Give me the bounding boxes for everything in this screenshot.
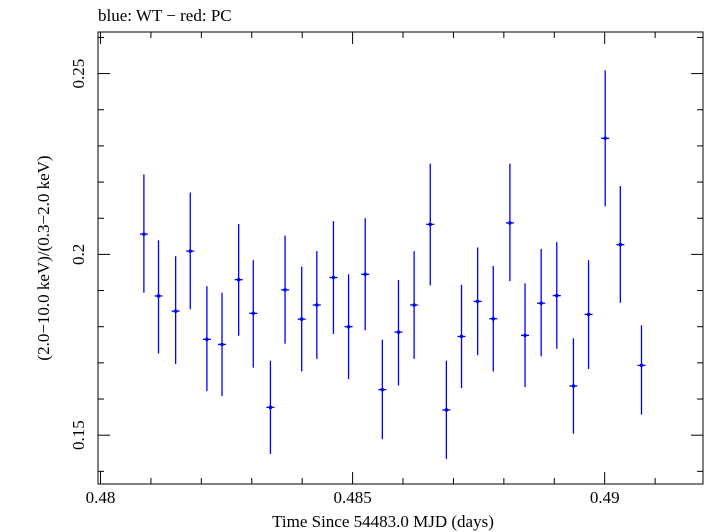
data-point — [601, 70, 610, 207]
data-marker — [475, 299, 480, 304]
data-marker — [142, 232, 146, 236]
data-point — [584, 260, 593, 370]
data-marker — [639, 363, 644, 368]
data-point — [266, 360, 275, 454]
data-marker — [603, 136, 607, 141]
data-marker — [444, 408, 449, 412]
data-marker — [571, 384, 576, 388]
y-tick-label: 0.2 — [69, 244, 88, 265]
data-marker — [459, 334, 464, 339]
data-point — [394, 280, 403, 386]
data-marker — [554, 293, 559, 298]
data-point — [297, 266, 306, 372]
data-marker — [236, 277, 241, 282]
data-point — [281, 235, 290, 344]
y-tick-label: 0.25 — [69, 59, 88, 89]
data-point — [473, 247, 482, 356]
data-marker — [618, 242, 623, 247]
data-marker — [220, 342, 224, 347]
data-marker — [508, 221, 512, 225]
data-marker — [205, 337, 209, 342]
data-marker — [346, 324, 351, 329]
data-point — [217, 292, 227, 397]
data-marker — [412, 303, 416, 307]
data-point — [361, 218, 370, 331]
data-marker — [363, 272, 368, 277]
data-marker — [539, 301, 543, 306]
x-tick-label: 0.485 — [333, 488, 371, 507]
axes: 0.48 0.485 0.49 0.15 0.2 0.25 — [69, 32, 703, 507]
y-tick-label: 0.15 — [69, 420, 88, 450]
data-point — [457, 284, 466, 389]
data-point — [344, 274, 353, 380]
x-tick-label: 0.49 — [590, 488, 620, 507]
data-marker — [396, 330, 401, 334]
data-marker — [299, 317, 304, 321]
data-point — [489, 265, 498, 372]
y-axis-label: (2.0−10.0 keV)/(0.3−2.0 keV) — [34, 155, 53, 360]
data-point — [154, 240, 163, 354]
data-point — [569, 338, 578, 434]
data-marker — [173, 309, 178, 313]
data-point — [552, 242, 561, 349]
data-marker — [283, 288, 287, 292]
data-marker — [523, 333, 527, 338]
data-marker — [251, 311, 256, 316]
chart-title: blue: WT − red: PC — [98, 6, 232, 25]
data-marker — [428, 222, 433, 227]
data-point — [171, 256, 180, 364]
data-point — [329, 221, 338, 334]
data-point — [410, 251, 419, 359]
data-point — [202, 286, 211, 392]
data-point — [234, 224, 243, 336]
plot-frame — [97, 31, 704, 485]
data-marker — [268, 405, 273, 410]
data-point — [139, 174, 148, 293]
data-point — [537, 248, 546, 357]
x-axis-label: Time Since 54483.0 MJD (days) — [272, 512, 494, 531]
data-marker — [586, 312, 591, 317]
data-marker — [380, 387, 385, 392]
data-point — [312, 251, 321, 359]
data-points — [139, 70, 646, 460]
data-point — [378, 339, 387, 440]
data-marker — [315, 303, 319, 307]
data-marker — [156, 294, 161, 298]
data-marker — [188, 249, 193, 253]
data-point — [616, 186, 625, 303]
x-tick-label: 0.48 — [86, 488, 116, 507]
data-point — [637, 325, 646, 415]
data-point — [505, 163, 514, 282]
data-marker — [491, 316, 496, 321]
data-point — [442, 360, 451, 460]
data-point — [426, 163, 435, 286]
data-point — [186, 192, 195, 310]
data-point — [520, 283, 530, 388]
data-point — [249, 260, 258, 368]
data-marker — [331, 275, 336, 280]
